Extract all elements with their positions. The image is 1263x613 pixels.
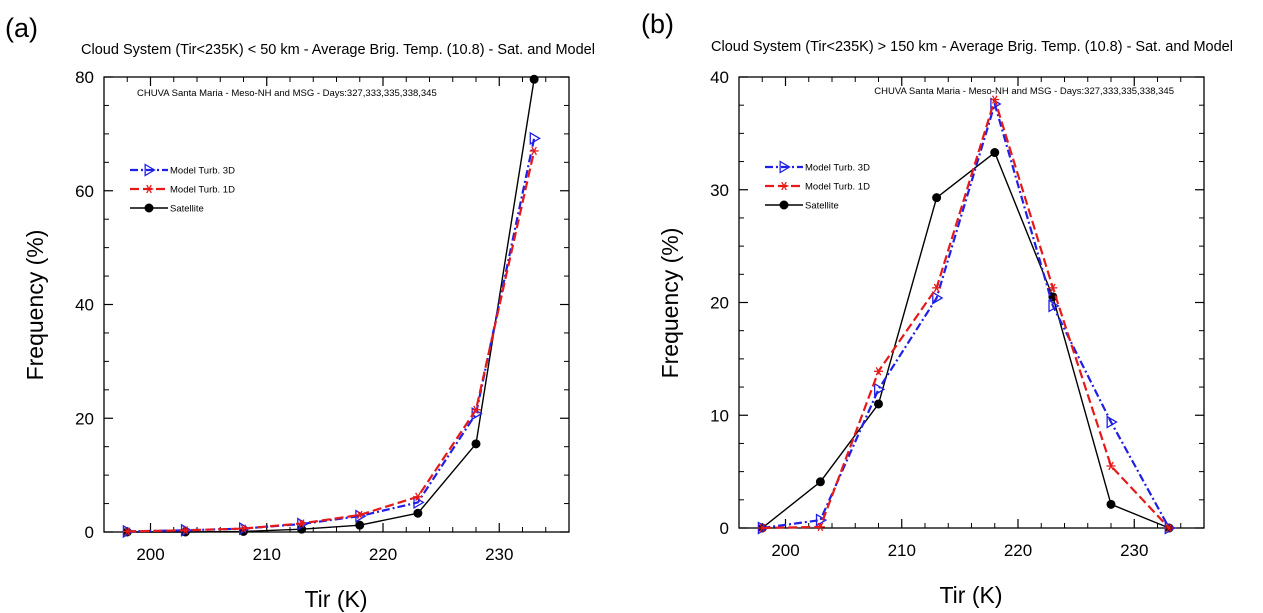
panel-a-xlabel: Tir (K) [304,586,367,612]
data-point-satellite [355,520,365,530]
data-point-model-turb-1d [874,367,883,376]
data-point-satellite [529,74,539,84]
x-tick-label: 200 [771,541,799,560]
data-point-model-turb-1d [297,519,307,528]
data-point-model-turb-3d [1048,299,1060,313]
panel-a-ylabel: Frequency (%) [22,230,48,381]
data-point-satellite [932,193,942,203]
series-line-satellite [761,151,1170,529]
data-point-model-turb-3d [529,131,541,146]
data-point-model-turb-3d [932,291,944,305]
legend-marker-model-turb-1d [144,184,154,194]
data-point-model-turb-3d [874,382,886,396]
data-point-model-turb-1d [180,526,190,535]
legend-marker-satellite [779,200,789,210]
data-point-satellite [990,148,1000,158]
legend-label-model-turb-3d: Model Turb. 3D [170,166,235,177]
panel-b-label: (b) [641,9,674,39]
x-tick-label: 200 [136,545,164,564]
y-tick-label: 60 [75,182,94,201]
x-tick-label: 230 [485,545,513,564]
data-point-satellite [471,439,481,449]
y-tick-label: 30 [710,181,729,200]
panel-b: (b) Cloud System (Tir<235K) > 150 km - A… [641,9,1233,608]
panel-b-legend: Model Turb. 3D Model Turb. 1D Satellite [765,160,870,212]
legend-label-model-turb-3d: Model Turb. 3D [805,163,870,174]
data-point-model-turb-1d [932,283,942,293]
y-tick-label: 40 [75,296,94,315]
x-tick-label: 210 [888,541,916,560]
data-point-model-turb-1d [471,405,481,414]
panel-b-ticks: 200 210 220 230 0 10 20 30 40 [710,68,1205,560]
panel-b-annotation: CHUVA Santa Maria - Meso-NH and MSG - Da… [874,86,1174,97]
data-point-satellite [874,399,883,409]
data-point-model-turb-1d [757,523,767,533]
data-point-satellite [815,477,825,487]
panel-b-series [757,95,1176,535]
data-point-model-turb-3d [815,513,828,527]
legend-label-model-turb-1d: Model Turb. 1D [805,182,870,193]
data-point-model-turb-1d [990,95,1000,104]
panel-a-annotation: CHUVA Santa Maria - Meso-NH and MSG - Da… [137,88,437,99]
series-line-satellite [127,79,535,533]
data-point-model-turb-3d [413,495,425,510]
data-point-model-turb-1d [355,510,365,520]
panel-a-label: (a) [5,13,38,43]
data-point-model-turb-1d [529,146,539,156]
data-point-model-turb-1d [815,522,825,532]
panel-a-series [122,74,541,539]
data-point-model-turb-1d [1164,523,1174,533]
data-point-satellite [1106,499,1116,509]
panel-b-xlabel: Tir (K) [939,582,1002,608]
legend-label-model-turb-1d: Model Turb. 1D [170,185,235,196]
y-tick-label: 0 [720,519,729,538]
panel-b-ylabel: Frequency (%) [657,228,683,379]
panel-a-legend: Model Turb. 3D Model Turb. 1D Satellite [130,163,235,215]
data-point-model-turb-1d [413,492,423,501]
data-point-model-turb-3d [1106,415,1118,429]
panel-b-title: Cloud System (Tir<235K) > 150 km - Avera… [711,39,1233,55]
legend-marker-model-turb-3d [779,160,791,174]
data-point-model-turb-1d [1106,461,1116,471]
panel-a-ticks: 200 210 220 230 0 20 40 60 80 [75,68,570,564]
legend-label-satellite: Satellite [170,204,204,215]
data-point-model-turb-1d [239,524,248,533]
legend-marker-satellite [144,203,154,213]
panel-a: (a) Cloud System (Tir<235K) < 50 km - Av… [5,13,595,612]
series-line-model-turb-3d [762,102,1171,530]
panel-a-title: Cloud System (Tir<235K) < 50 km - Averag… [81,42,595,58]
legend-marker-model-turb-1d [779,181,789,191]
y-tick-label: 20 [710,294,729,313]
y-tick-label: 80 [75,68,94,87]
legend-label-satellite: Satellite [805,201,839,212]
x-tick-label: 230 [1120,541,1148,560]
data-point-satellite [413,508,423,518]
y-tick-label: 20 [75,409,94,428]
x-tick-label: 220 [1004,541,1032,560]
series-line-model-turb-1d [127,150,536,533]
x-tick-label: 210 [253,545,281,564]
series-line-model-turb-1d [762,98,1170,530]
y-tick-label: 10 [710,406,729,425]
y-tick-label: 0 [85,523,94,542]
data-point-model-turb-1d [1048,283,1058,293]
data-point-model-turb-1d [122,527,132,536]
x-tick-label: 220 [369,545,397,564]
legend-marker-model-turb-3d [144,163,156,177]
y-tick-label: 40 [710,68,729,87]
